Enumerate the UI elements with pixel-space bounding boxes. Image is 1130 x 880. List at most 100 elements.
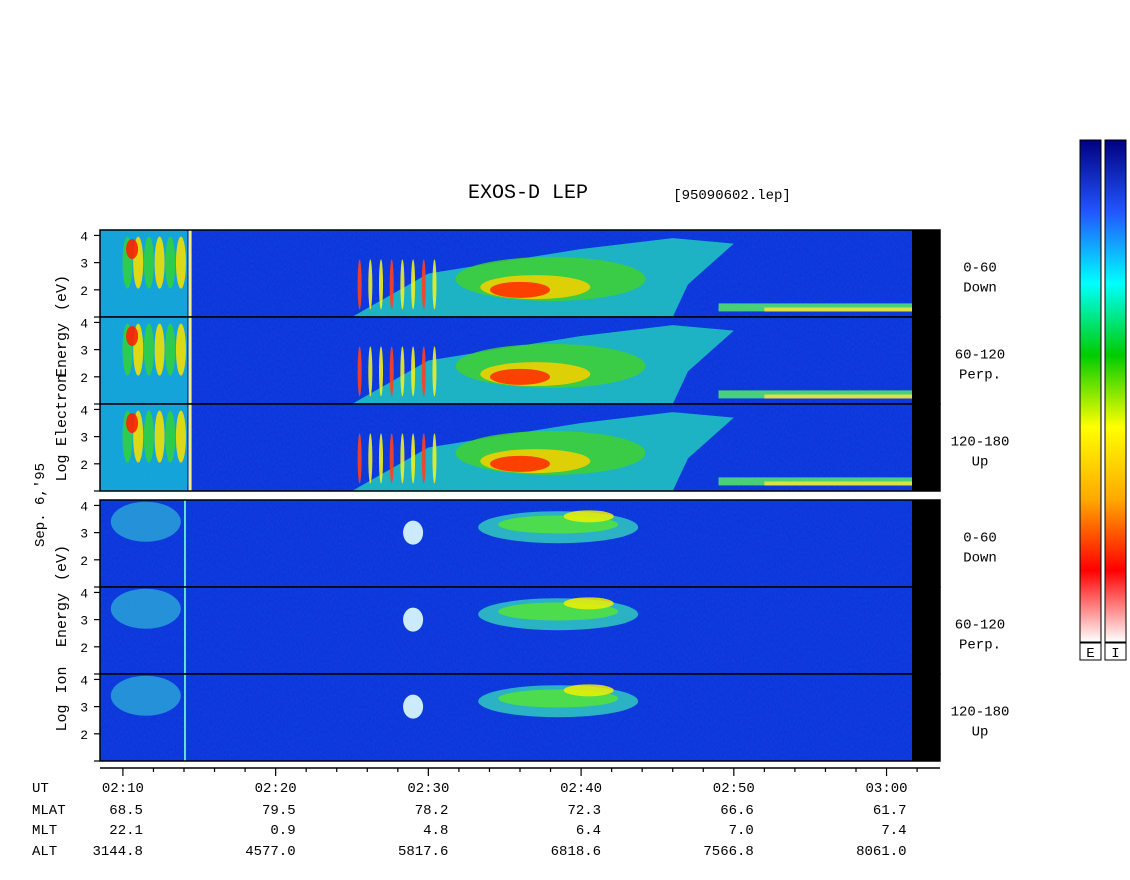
orbit-value: 61.7 [873, 803, 907, 819]
ion-y-axis-label: Log Ion Energy (eV) [54, 545, 71, 732]
spectrogram-panels [99, 229, 941, 762]
spike [379, 346, 384, 397]
ion-burst [403, 694, 424, 719]
ion-band-peak [563, 597, 614, 610]
spike [368, 433, 373, 484]
early-burst [175, 236, 186, 289]
electron-ylabel-energy: Energy [54, 323, 71, 377]
electron-ylabel-log: Log [54, 454, 71, 481]
orbit-row-label: MLT [32, 823, 57, 839]
main-peak [490, 368, 550, 385]
y-tick-label: 2 [80, 728, 88, 743]
orbit-value: 8061.0 [856, 844, 906, 860]
orbit-value: 79.5 [262, 803, 296, 819]
spike [400, 346, 405, 397]
orbit-value: 7.0 [729, 823, 754, 839]
spike [421, 433, 426, 484]
no-data-region [912, 587, 940, 674]
orbit-value: 4577.0 [245, 844, 295, 860]
spike [432, 346, 437, 397]
ion-boundary-line [184, 674, 186, 761]
file-label: [95090602.lep] [673, 188, 791, 204]
low-energy-core [764, 394, 912, 399]
no-data-region [912, 674, 940, 761]
spike [357, 433, 362, 484]
y-tick-label: 4 [80, 499, 88, 514]
orbit-value: 03:00 [866, 781, 908, 797]
orbit-value: 02:10 [102, 781, 144, 797]
no-data-region [912, 404, 940, 491]
early-hot-spot [126, 326, 139, 347]
colorbar-label-box [1104, 642, 1127, 661]
orbit-value: 4.8 [423, 823, 448, 839]
orbit-value: 68.5 [109, 803, 143, 819]
orbit-value: 0.9 [270, 823, 295, 839]
spike [368, 346, 373, 397]
panel-5 [99, 586, 941, 675]
orbit-value: 02:40 [560, 781, 602, 797]
low-energy-band [718, 390, 912, 399]
y-tick-label: 3 [80, 527, 88, 542]
low-energy-band [718, 303, 912, 312]
panel-2 [99, 316, 941, 405]
early-burst [143, 323, 154, 376]
electron-y-axis-label: Log Electron Energy (eV) [54, 275, 71, 482]
ion-band-peak [563, 510, 614, 523]
spike [421, 346, 426, 397]
colorbar-label: E [1086, 646, 1094, 662]
pitch-angle-direction: Up [972, 455, 989, 471]
spike [368, 259, 373, 310]
orbit-value: 22.1 [109, 823, 143, 839]
spike [432, 259, 437, 310]
early-ion-region [110, 588, 181, 629]
electron-ylabel-species: Electron [54, 374, 71, 446]
pitch-angle-range: 60-120 [955, 348, 1005, 364]
spike [357, 346, 362, 397]
pitch-angle-direction: Up [972, 725, 989, 741]
early-burst [165, 236, 176, 289]
ion-burst [403, 607, 424, 632]
pitch-angle-range: 0-60 [963, 261, 997, 277]
early-ion-region [110, 675, 181, 716]
orbit-row-label: UT [32, 781, 49, 797]
orbit-value: 72.3 [567, 803, 601, 819]
early-burst [175, 323, 186, 376]
orbit-value: 6818.6 [551, 844, 601, 860]
panel-1 [99, 229, 941, 318]
orbit-value: 02:50 [713, 781, 755, 797]
y-tick-label: 2 [80, 458, 88, 473]
pitch-angle-range: 120-180 [951, 435, 1010, 451]
early-burst [154, 323, 165, 376]
colorbar-label-box [1079, 642, 1102, 661]
y-tick-label: 3 [80, 431, 88, 446]
spike [379, 433, 384, 484]
time-axis [100, 767, 940, 776]
spike [379, 259, 384, 310]
panel-3 [99, 403, 941, 492]
colorbar-label: I [1111, 646, 1119, 662]
y-tick-label: 2 [80, 641, 88, 656]
y-tick-label: 3 [80, 701, 88, 716]
early-hot-spot [126, 413, 139, 434]
early-burst [175, 410, 186, 463]
spike [411, 433, 416, 484]
date-label: Sep. 6,'95 [33, 463, 49, 547]
orbit-row-label: MLAT [32, 803, 66, 819]
spike [411, 259, 416, 310]
ion-ylabel-species: Ion [54, 666, 71, 693]
boundary-line [188, 404, 192, 491]
y-tick-label: 3 [80, 614, 88, 629]
ion-boundary-line [184, 587, 186, 674]
boundary-line [188, 317, 192, 404]
pitch-angle-range: 120-180 [951, 705, 1010, 721]
orbit-info-table: UT 02:10 02:20 02:30 02:40 02:50 03:00 MLAT 68.5… [32, 781, 908, 860]
orbit-value: 02:30 [407, 781, 449, 797]
no-data-region [912, 230, 940, 317]
orbit-value: 02:20 [255, 781, 297, 797]
spike [389, 346, 394, 397]
pitch-angle-direction: Down [963, 551, 997, 567]
panel-4 [99, 499, 941, 588]
y-tick-label: 4 [80, 229, 88, 244]
